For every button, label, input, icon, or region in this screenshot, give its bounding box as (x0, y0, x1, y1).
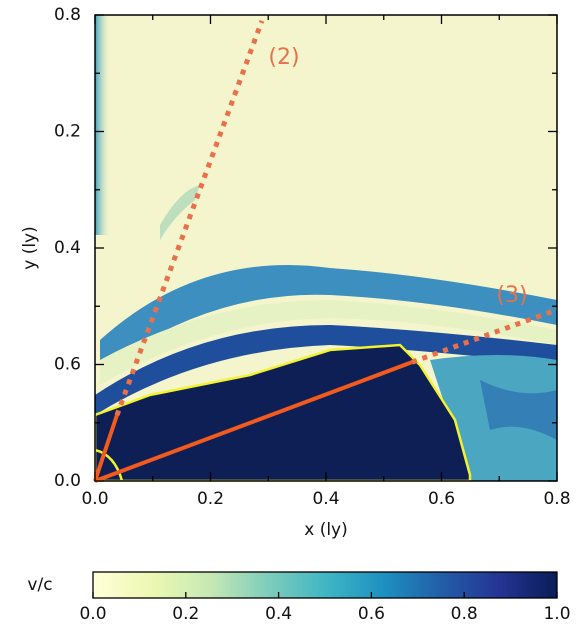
y-tick-label: 0.0 (54, 471, 81, 491)
annotation: (3) (496, 283, 527, 308)
y-tick-label: 0.6 (54, 355, 81, 375)
guide-line (93, 414, 119, 482)
annotation: (2) (268, 45, 299, 70)
colorbar-tick-label: 0.2 (172, 604, 199, 624)
guide-line (411, 307, 558, 365)
colorbar (92, 571, 558, 599)
y-tick-label: 0.2 (54, 122, 81, 142)
guide-line (114, 19, 265, 417)
x-axis-label: x (ly) (304, 520, 348, 540)
y-tick-label: 0.8 (54, 5, 81, 25)
colorbar-tick-label: 0.6 (358, 604, 385, 624)
colorbar-tick-label: 1.0 (543, 604, 570, 624)
y-tick-label: 0.4 (54, 238, 81, 258)
colorbar-tick-label: 0.4 (265, 604, 292, 624)
x-tick-label: 0.0 (81, 489, 108, 509)
x-tick-label: 0.8 (543, 489, 570, 509)
colorbar-tick-label: 0.0 (79, 604, 106, 624)
heatmap (95, 15, 557, 481)
colorbar-label: v/c (27, 575, 52, 595)
y-axis-label: y (ly) (20, 226, 40, 270)
x-tick-label: 0.6 (428, 489, 455, 509)
guide-line (94, 360, 413, 483)
x-tick-label: 0.2 (197, 489, 224, 509)
colorbar-tick-label: 0.8 (451, 604, 478, 624)
x-tick-label: 0.4 (312, 489, 339, 509)
